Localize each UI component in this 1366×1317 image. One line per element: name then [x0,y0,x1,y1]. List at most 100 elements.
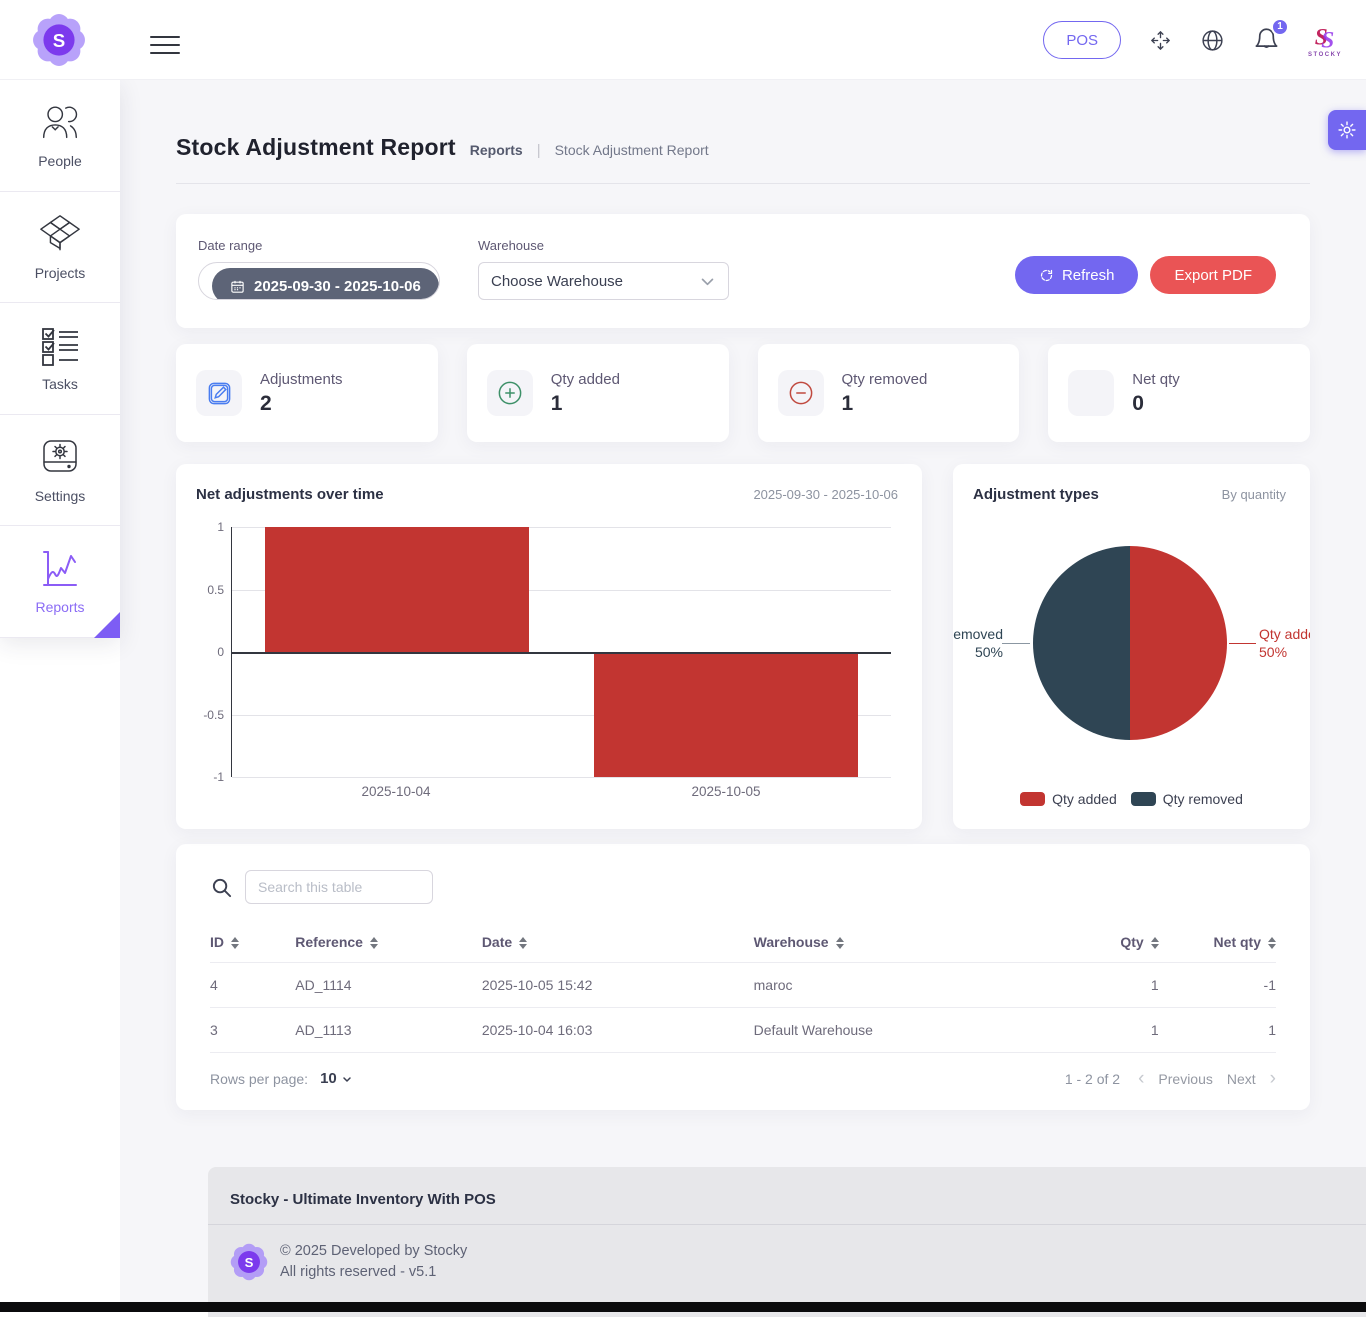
rows-per-page-select[interactable]: 10 [320,1070,353,1087]
sidebar-item-projects[interactable]: Projects [0,192,120,304]
page-title: Stock Adjustment Report [176,134,456,160]
sidebar-item-reports[interactable]: Reports [0,526,120,638]
warehouse-select[interactable]: Choose Warehouse [478,262,729,300]
stat-value: 0 [1132,391,1144,415]
plus-circle-icon [486,370,533,416]
legend-item-qty-removed[interactable]: Qty removed [1130,791,1243,807]
fullscreen-icon[interactable] [1149,29,1172,52]
footer-divider [208,1224,1366,1225]
date-range-input[interactable]: 2025-09-30 - 2025-10-06 [198,262,440,300]
bar-chart-xaxis: 2025-10-04 2025-10-05 [231,784,891,799]
refresh-button[interactable]: Refresh [1014,256,1139,294]
next-page-button[interactable]: Next [1226,1070,1256,1087]
breadcrumb-section[interactable]: Reports [469,142,523,158]
menu-toggle-icon[interactable] [150,30,180,60]
y-tick-label: -0.5 [203,707,224,722]
top-navbar: S POS 1 S S STOCKY [0,0,1366,80]
previous-chevron-icon[interactable]: ‹ [1138,1068,1145,1089]
column-header-net-qty[interactable]: Net qty [1159,924,1276,963]
header-divider [176,183,1310,184]
brand-logo[interactable]: S S STOCKY [1308,23,1342,58]
charts-row: Net adjustments over time 2025-09-30 - 2… [176,464,1310,829]
pos-button[interactable]: POS [1043,21,1121,59]
table-row: 4 AD_1114 2025-10-05 15:42 maroc 1 -1 [210,962,1276,1008]
projects-box-icon [40,215,80,251]
table-body: 4 AD_1114 2025-10-05 15:42 maroc 1 -1 3 AD_1113… [210,962,1276,1053]
gridline [232,527,891,528]
pie-callout-label: Qty added [1259,626,1310,642]
stat-value: 2 [260,391,272,415]
search-icon [212,878,232,897]
stats-row: Adjustments 2 Qty added 1 [176,344,1310,442]
sidebar-item-settings[interactable]: Settings [0,415,120,527]
language-globe-icon[interactable] [1200,28,1225,53]
sidebar-item-people[interactable]: People [0,80,120,192]
bottom-edge-bar [0,1302,1366,1312]
bar-2025-10-04 [264,527,529,652]
stat-card-qty-removed: Qty removed 1 [757,344,1020,442]
sidebar-label: Projects [34,265,86,282]
column-header-id[interactable]: ID [210,924,295,963]
y-tick-label: 1 [217,520,224,534]
refresh-icon [1040,269,1053,281]
tasks-checklist-icon [42,328,78,366]
cell-date: 2025-10-04 16:03 [481,1007,754,1053]
legend-label: Qty removed [1162,791,1243,807]
stat-card-net-qty: Net qty 0 [1048,344,1310,442]
reports-chart-icon [43,551,77,587]
pie-callout-qty-added: Qty added 50% [1259,625,1310,661]
minus-circle-icon [777,370,824,416]
sidebar-label: Settings [34,487,86,504]
gridline [232,714,891,716]
svg-text:S: S [1315,24,1328,50]
sort-icon [369,937,378,950]
table-search-input[interactable] [245,870,433,904]
stat-card-qty-added: Qty added 1 [466,344,729,442]
sort-icon [1268,937,1276,950]
gridline [232,777,891,778]
next-chevron-icon[interactable]: › [1269,1068,1276,1089]
footer-version: All rights reserved - v5.1 [280,1264,437,1280]
sidebar-item-tasks[interactable]: Tasks [0,303,120,415]
pie-chart [1033,546,1227,740]
empty-stat-icon [1068,370,1115,416]
pie-callout-label: Qty removed [953,626,1003,642]
cell-warehouse: maroc [753,962,1053,1008]
table-row: 3 AD_1113 2025-10-04 16:03 Default Warehous… [210,1007,1276,1053]
stat-value: 1 [550,391,563,415]
brand-s-icon: S S [1315,24,1335,51]
notifications-bell-icon[interactable]: 1 [1253,17,1289,54]
pie-chart-title: Adjustment types [973,486,1099,503]
pie-callout-line-right [1229,643,1256,644]
chevron-down-icon [701,278,714,285]
app-logo-icon[interactable]: S [32,13,86,67]
chevron-down-icon [343,1076,351,1082]
sort-icon [835,937,844,950]
filter-actions: Refresh Export PDF [1014,256,1276,294]
column-header-qty[interactable]: Qty [1052,924,1159,963]
pie-legend: Qty added Qty removed [953,791,1310,807]
bar-chart-title: Net adjustments over time [196,486,384,503]
stat-value: 1 [841,391,854,415]
main-content: Stock Adjustment Report Reports | Stock … [120,80,1366,1317]
stat-label: Qty removed [841,370,928,388]
column-header-reference[interactable]: Reference [295,924,482,963]
column-header-warehouse[interactable]: Warehouse [754,924,1052,963]
previous-page-button[interactable]: Previous [1158,1070,1213,1087]
stat-label: Net qty [1132,370,1180,388]
cell-date: 2025-10-05 15:42 [481,962,754,1008]
export-pdf-button[interactable]: Export PDF [1150,256,1276,294]
pie-chart-card: Adjustment types By quantity Qty removed… [953,464,1310,829]
legend-item-qty-added[interactable]: Qty added [1020,791,1117,807]
bar-chart-subtitle: 2025-09-30 - 2025-10-06 [753,487,898,502]
pie-chart-subtitle: By quantity [1221,487,1286,502]
column-header-date[interactable]: Date [482,924,754,963]
customizer-gear-button[interactable] [1328,110,1366,150]
cell-net_qty: -1 [1158,962,1276,1008]
notification-count-badge: 1 [1271,17,1289,36]
breadcrumb-separator: | [536,142,541,159]
calendar-icon [231,280,244,293]
sidebar-label: Tasks [42,375,78,392]
warehouse-selected-value: Choose Warehouse [491,272,624,290]
